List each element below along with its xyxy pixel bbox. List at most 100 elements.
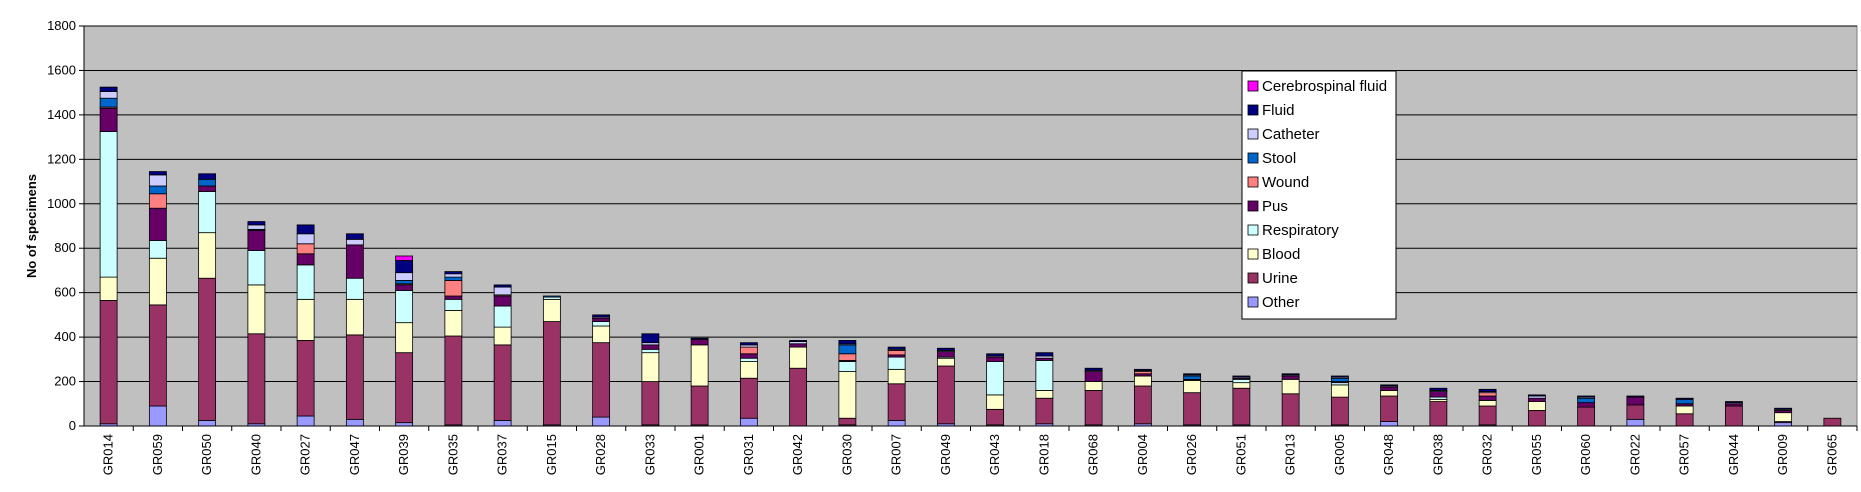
bar-stack-gr049 <box>936 347 955 427</box>
bar-segment <box>1084 390 1103 426</box>
bar-segment <box>739 357 758 362</box>
bar-segment <box>542 321 561 426</box>
bar-segment <box>296 415 315 427</box>
bar-segment <box>1478 395 1497 401</box>
x-tick-label: GR007 <box>889 434 904 475</box>
x-tick-label: GR014 <box>101 434 116 475</box>
bar-stack-gr047 <box>345 233 364 427</box>
legend-swatch <box>1247 80 1259 92</box>
x-tick-label: GR042 <box>790 434 805 475</box>
bar-segment <box>1478 392 1497 397</box>
bar-stack-gr060 <box>1577 395 1596 427</box>
bar-segment <box>1675 405 1694 415</box>
bar-segment <box>345 418 364 427</box>
bar-segment <box>936 347 955 351</box>
y-tick-label: 400 <box>54 329 76 344</box>
bar-segment <box>690 338 709 346</box>
bar-segment <box>395 284 414 291</box>
bar-segment <box>444 298 463 311</box>
legend-item: Urine <box>1247 270 1298 287</box>
bar-segment <box>148 185 167 195</box>
bar-segment <box>296 298 315 341</box>
x-tick-label: GR013 <box>1283 434 1298 475</box>
bar-segment <box>936 365 955 425</box>
bar-segment <box>1478 405 1497 426</box>
legend-item: Catheter <box>1247 126 1320 143</box>
legend-swatch <box>1247 296 1259 308</box>
bar-segment <box>1577 395 1596 398</box>
bar-segment <box>1084 381 1103 391</box>
legend-item: Stool <box>1247 150 1296 167</box>
bar-segment <box>148 174 167 187</box>
plot-area <box>83 25 1858 427</box>
bar-segment <box>986 408 1005 426</box>
legend-item: Pus <box>1247 198 1288 215</box>
legend-swatch <box>1247 272 1259 284</box>
x-tick-label: GR060 <box>1578 434 1593 475</box>
bar-segment <box>690 344 709 387</box>
bar-segment <box>198 185 217 192</box>
bar-segment <box>739 353 758 359</box>
bar-segment <box>1429 391 1448 398</box>
bar-segment <box>592 342 611 418</box>
legend-item: Blood <box>1247 246 1300 263</box>
bar-segment <box>99 276 118 301</box>
bar-stack-gr039 <box>395 255 414 427</box>
bar-segment <box>1527 410 1546 427</box>
bar-segment <box>690 337 709 340</box>
bar-stack-gr005 <box>1330 375 1349 427</box>
bar-segment <box>739 417 758 427</box>
bar-segment <box>395 322 414 354</box>
bar-segment <box>1577 397 1596 404</box>
legend-label: Stool <box>1262 150 1296 167</box>
x-tick-label: GR030 <box>839 434 854 475</box>
bar-segment <box>1183 375 1202 380</box>
x-tick-label: GR043 <box>987 434 1002 475</box>
bar-stack-gr042 <box>789 340 808 427</box>
bar-segment <box>493 284 512 288</box>
bar-segment <box>1380 384 1399 387</box>
bar-stack-gr018 <box>1035 352 1054 427</box>
bar-segment <box>395 290 414 324</box>
bar-segment <box>1133 385 1152 425</box>
bar-segment <box>444 280 463 297</box>
y-tick-label: 1400 <box>47 107 76 122</box>
bar-segment <box>198 232 217 279</box>
bar-segment <box>198 178 217 187</box>
legend-swatch <box>1247 104 1259 116</box>
x-tick-label: GR035 <box>445 434 460 475</box>
bar-segment <box>789 346 808 369</box>
bar-stack-gr009 <box>1774 407 1793 427</box>
y-tick-label: 1800 <box>47 18 76 33</box>
bar-segment <box>1330 375 1349 378</box>
bar-segment <box>444 273 463 278</box>
bar-stack-gr014 <box>99 86 118 427</box>
bar-segment <box>395 260 414 274</box>
legend-item: Respiratory <box>1247 222 1339 239</box>
bar-stack-gr031 <box>739 342 758 427</box>
bar-segment <box>1183 373 1202 376</box>
bar-stack-gr035 <box>444 271 463 427</box>
bar-segment <box>1281 393 1300 427</box>
bar-segment <box>444 310 463 337</box>
bar-segment <box>148 193 167 209</box>
bar-segment <box>887 350 906 356</box>
bar-segment <box>1133 375 1152 387</box>
bar-segment <box>887 383 906 421</box>
x-tick-label: GR015 <box>544 434 559 475</box>
legend-box <box>1241 70 1397 320</box>
bar-segment <box>789 340 808 342</box>
bar-stack-gr059 <box>148 171 167 427</box>
x-tick-label: GR050 <box>199 434 214 475</box>
bar-segment <box>99 97 118 108</box>
bar-segment <box>641 381 660 426</box>
legend-swatch <box>1247 224 1259 236</box>
bar-segment <box>1380 421 1399 427</box>
bar-segment <box>739 361 758 379</box>
bar-segment <box>1626 395 1645 398</box>
bar-segment <box>345 238 364 246</box>
x-tick-label: GR028 <box>593 434 608 475</box>
bars <box>99 86 1842 427</box>
bar-segment <box>345 233 364 240</box>
legend-label: Fluid <box>1262 102 1295 119</box>
